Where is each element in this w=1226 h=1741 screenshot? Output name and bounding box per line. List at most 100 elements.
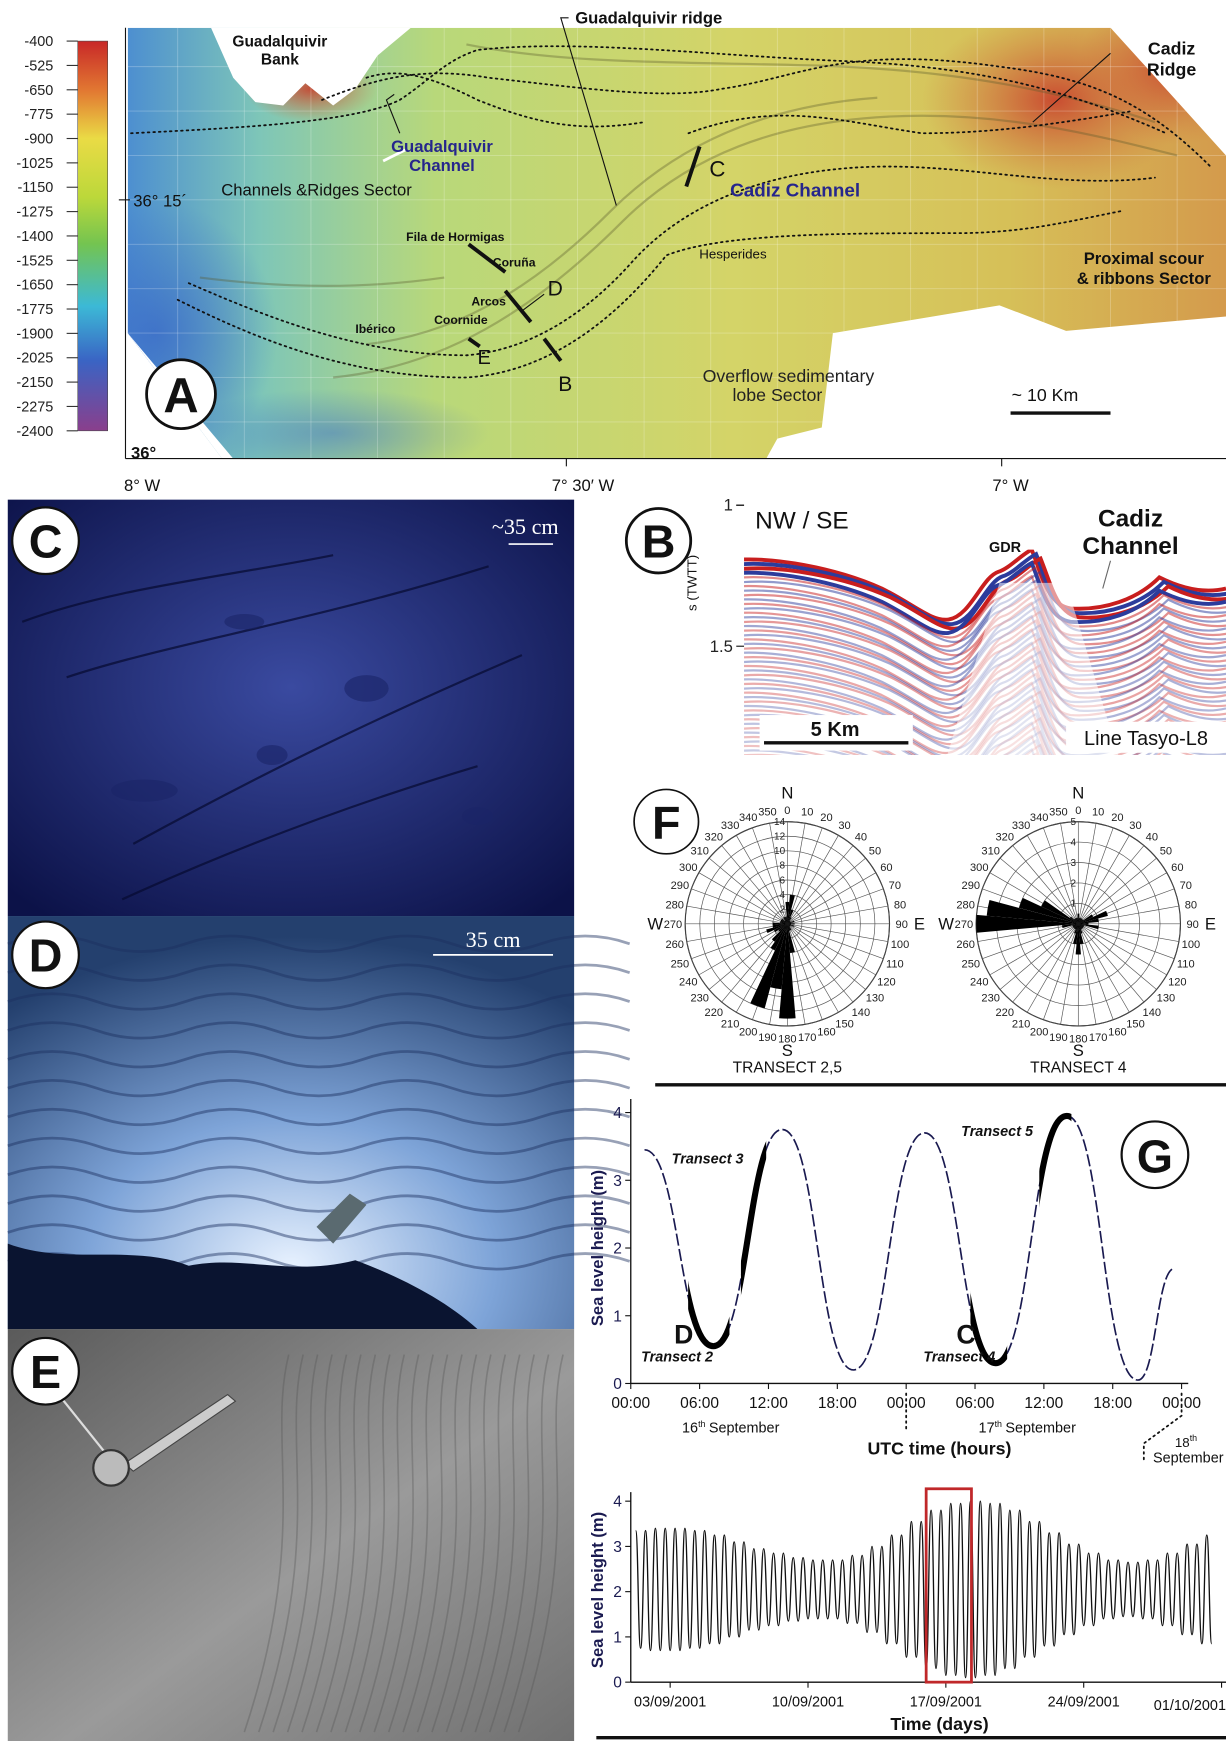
direction-label: 200 [739,1027,758,1039]
rose-petal [785,916,788,924]
rose-petal [787,923,795,925]
panel-letter: C [29,515,63,567]
colorbar-label: -1025 [16,156,53,172]
scale-label: 35 cm [466,927,521,952]
rose-spoke [721,845,788,925]
direction-label: 350 [758,807,777,819]
direction-label: 0 [784,805,790,817]
rose-petal [1078,919,1084,924]
direction-label: 330 [721,820,740,832]
direction-label: 100 [1182,939,1201,951]
direction-label: 40 [855,832,867,844]
day-month: September [709,1420,780,1436]
rose-rtick-label: 8 [780,861,786,872]
compass [92,1448,130,1487]
rose-rtick-label: 6 [780,875,786,886]
colorbar-label: -900 [24,132,53,148]
rose-petal [770,923,788,990]
scale-label: 5 Km [811,719,860,741]
rose-spoke [787,923,884,960]
compass-label: N [781,783,793,802]
panel-letter: G [1137,1131,1173,1183]
rose-petal [785,901,790,924]
label-box [759,715,913,751]
rose-petal [1072,923,1079,928]
panel-letter: A [163,369,198,423]
direction-label: 210 [721,1018,740,1030]
x-tick-label: 24/09/2001 [1048,1695,1120,1711]
direction-label: 300 [679,862,698,874]
rose-petal [778,923,788,932]
rose-petal [1078,923,1099,930]
rose-petal [1078,923,1085,927]
rose-spoke [787,857,866,925]
colorbar-label: -2400 [16,424,53,440]
direction-label: 90 [896,919,908,931]
scale-label: ~35 cm [492,514,559,539]
direction-label: 190 [1049,1032,1068,1044]
rose-petal [787,923,795,927]
direction-label: 60 [1171,862,1183,874]
direction-label: 320 [705,832,724,844]
panel-badge [624,507,693,575]
y-tick-label: 1 [724,496,733,515]
rose-spoke [982,923,1079,960]
leader-lines [385,17,1111,312]
rose-spoke [1043,827,1079,924]
rose-petal [774,923,788,933]
direction-label: 60 [880,862,892,874]
y-tick-label: 1.5 [710,637,733,656]
ripple [7,992,631,1011]
gdr-label: GDR [989,540,1022,556]
rose-petal [1078,923,1083,934]
profile-lines [467,145,702,363]
rose-petal [780,921,788,924]
axis-title: Sea level height (m) [588,1512,607,1668]
direction-label: 240 [970,976,989,988]
rose-petal [1078,923,1084,945]
map-label: E [478,347,491,369]
x-tick-label: 06:00 [680,1395,719,1412]
x-tick-label: 00:00 [611,1395,650,1412]
direction-label: 70 [889,880,901,892]
direction-label: 180 [1069,1034,1088,1046]
rose-rtick-label: 10 [774,846,786,857]
lon-label: 7° 30′ W [552,476,615,495]
direction-label: 190 [758,1032,777,1044]
day-marker [1142,1392,1183,1461]
direction-label: 290 [962,880,981,892]
rose-spoke [1012,845,1079,925]
rose-spoke [686,905,788,925]
rose-rtick-label: 4 [1071,837,1077,848]
colorbar-label: -525 [24,58,53,74]
ripples [243,1354,564,1733]
direction-label: 250 [671,958,690,970]
rose-petal [772,922,788,926]
rose-spoke [787,923,866,990]
map-label: Bank [261,51,299,68]
map-label: ~ 10 Km [1012,385,1079,405]
ripple [7,1194,631,1213]
arrow [382,148,406,163]
rose-petal [787,921,791,924]
panel-g: G 16th September 17th September 18th Septe… [588,1099,1226,1740]
direction-label: 300 [970,862,989,874]
direction-label: 160 [1108,1027,1127,1039]
rose-petal [1078,910,1108,924]
x-tick-label: 12:00 [1024,1395,1063,1412]
rose-rtick-label: 12 [774,832,786,843]
direction-label: 170 [1089,1032,1108,1044]
rose-petal [787,923,795,953]
day-number: 16 [682,1420,698,1436]
x-tick-label: 12:00 [749,1395,788,1412]
direction-label: 220 [996,1007,1015,1019]
direction-label: 260 [665,939,684,951]
rose-title: TRANSECT 4 [1030,1060,1127,1077]
direction-label: 350 [1049,807,1068,819]
direction-label: 340 [739,812,758,824]
rose-petal [766,923,788,934]
ripple [257,1354,304,1733]
direction-label: 280 [665,899,684,911]
y-ticks: 11.5 [710,496,745,656]
